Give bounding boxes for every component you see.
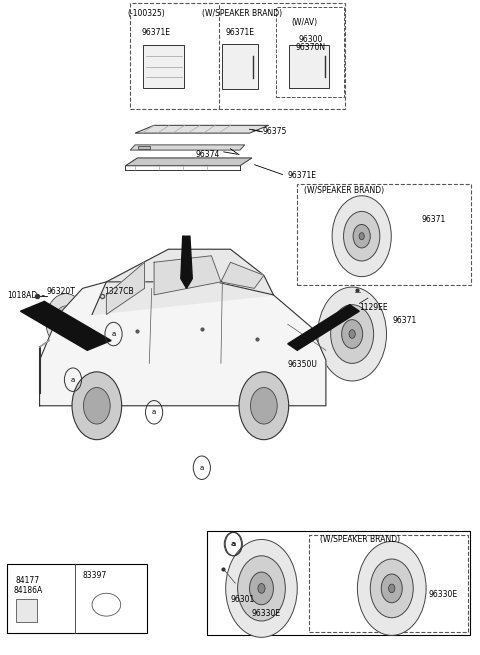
Circle shape (353, 225, 370, 248)
Text: 96350U: 96350U (288, 360, 318, 369)
Text: a: a (111, 331, 116, 337)
Circle shape (331, 305, 373, 364)
Ellipse shape (277, 365, 323, 401)
Text: (W/SPEAKER BRAND): (W/SPEAKER BRAND) (203, 9, 282, 18)
Bar (289, 45, 329, 88)
Circle shape (250, 572, 274, 605)
Text: 1018AD: 1018AD (7, 291, 37, 300)
Text: (-100325): (-100325) (127, 9, 165, 18)
Text: a: a (200, 465, 204, 471)
Bar (138, 145, 150, 149)
Polygon shape (21, 301, 111, 350)
Text: a: a (152, 409, 156, 415)
Polygon shape (39, 282, 326, 405)
Polygon shape (130, 145, 245, 150)
Text: 96375: 96375 (263, 127, 288, 136)
Circle shape (46, 293, 86, 348)
Circle shape (318, 287, 386, 381)
Circle shape (258, 584, 265, 593)
Bar (144, 45, 184, 88)
Polygon shape (125, 158, 252, 166)
Text: 96300: 96300 (299, 35, 323, 44)
Circle shape (332, 196, 391, 276)
Circle shape (370, 559, 413, 618)
Circle shape (251, 388, 277, 424)
Text: a: a (232, 541, 236, 547)
Bar (206, 531, 470, 635)
Text: 96371E: 96371E (288, 171, 317, 180)
Bar (7, 563, 147, 633)
Polygon shape (221, 262, 264, 288)
Circle shape (61, 314, 71, 328)
Circle shape (381, 574, 402, 603)
Circle shape (359, 233, 364, 240)
Circle shape (72, 372, 121, 440)
Text: 96371: 96371 (393, 316, 417, 326)
Circle shape (84, 388, 110, 424)
Polygon shape (135, 125, 269, 133)
Text: 1327CB: 1327CB (104, 287, 133, 296)
Text: 96371: 96371 (421, 215, 445, 224)
Text: 96371E: 96371E (226, 28, 254, 37)
Text: 96371E: 96371E (142, 28, 171, 37)
Text: 83397: 83397 (83, 571, 107, 580)
Text: a: a (71, 377, 75, 383)
Text: 96330E: 96330E (252, 608, 281, 618)
Polygon shape (288, 305, 360, 350)
Bar (222, 45, 258, 89)
Circle shape (55, 306, 77, 336)
Text: (W/SPEAKER BRAND): (W/SPEAKER BRAND) (304, 186, 384, 195)
Polygon shape (107, 262, 144, 314)
Text: 96374: 96374 (195, 150, 219, 159)
Text: 84177: 84177 (15, 576, 40, 585)
Text: 96370N: 96370N (296, 43, 326, 52)
Circle shape (342, 320, 363, 348)
Polygon shape (181, 236, 192, 288)
Text: 1129EE: 1129EE (360, 303, 388, 312)
Text: 84186A: 84186A (13, 586, 42, 595)
Text: 96320T: 96320T (47, 287, 75, 296)
Circle shape (238, 556, 285, 621)
Circle shape (349, 329, 355, 339)
Circle shape (358, 542, 426, 635)
Bar (16, 599, 37, 622)
Text: (W/SPEAKER BRAND): (W/SPEAKER BRAND) (320, 535, 400, 544)
Polygon shape (154, 255, 221, 295)
Circle shape (344, 212, 380, 261)
Circle shape (389, 584, 395, 593)
Circle shape (239, 372, 288, 440)
Text: (W/AV): (W/AV) (292, 18, 318, 27)
Polygon shape (92, 250, 274, 314)
Text: 96330E: 96330E (429, 590, 457, 599)
Circle shape (226, 540, 297, 637)
Text: 96301: 96301 (230, 595, 254, 604)
Text: a: a (231, 541, 235, 547)
Ellipse shape (287, 373, 312, 393)
